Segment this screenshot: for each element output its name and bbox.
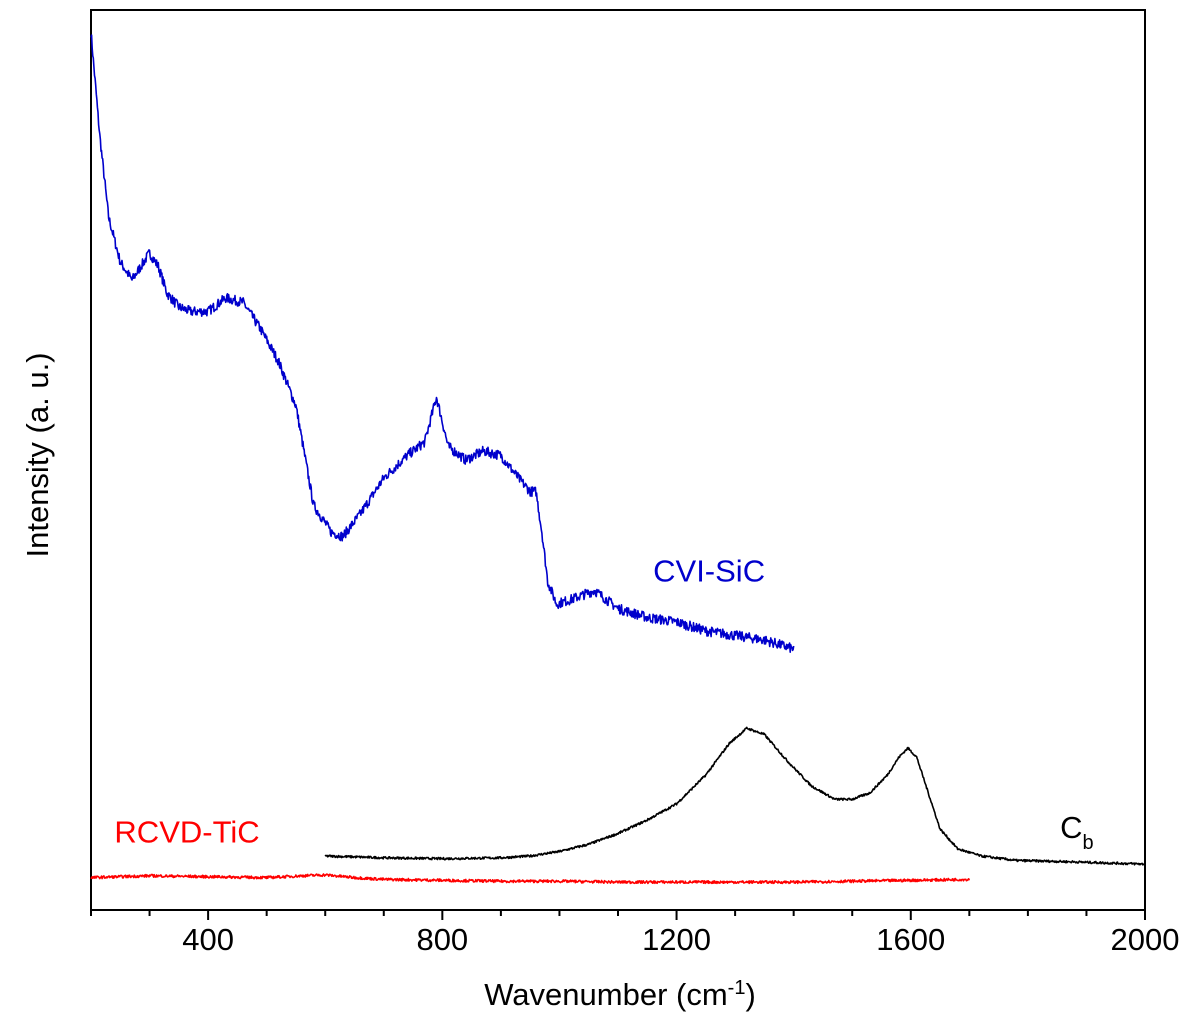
series-layer [90, 34, 1146, 885]
y-axis-label: Intensity (a. u.) [20, 352, 55, 557]
series-label-c-b: Cb [1060, 810, 1094, 854]
x-tick-label: 1600 [876, 922, 945, 957]
x-axis-label-suffix: ) [745, 977, 755, 1012]
x-axis-label-main: Wavenumber (cm [484, 977, 727, 1012]
x-tick-label: 2000 [1111, 922, 1180, 957]
x-tick-label: 400 [182, 922, 234, 957]
series-line-c-b [324, 726, 1146, 866]
x-tick-label: 1200 [642, 922, 711, 957]
x-tick-label: 800 [416, 922, 468, 957]
plot-frame [90, 9, 1146, 911]
series-label-rcvd-tic: RCVD-TiC [114, 815, 259, 850]
series-line-cvi-sic [90, 34, 795, 654]
x-axis-ticks: 400 800 1200 1600 2000 [90, 910, 1180, 957]
x-axis-label: Wavenumber (cm-1) [484, 977, 756, 1012]
series-line-rcvd-tic [90, 873, 971, 885]
series-label-layer: CVI-SiC Cb RCVD-TiC [114, 554, 1093, 855]
series-label-cvi-sic: CVI-SiC [653, 554, 765, 589]
x-axis-label-superscript: -1 [728, 977, 746, 999]
